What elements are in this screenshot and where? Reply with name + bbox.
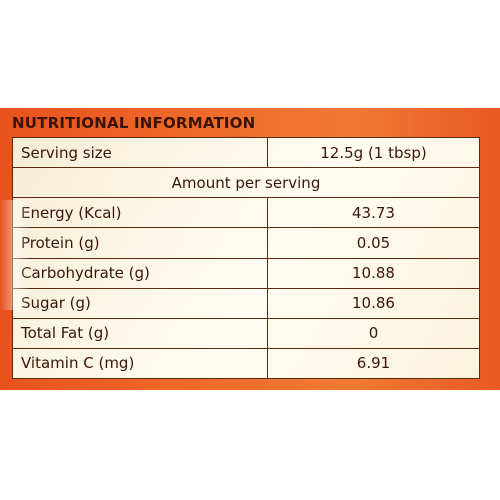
nutrition-table: Serving size 12.5g (1 tbsp) Amount per s… (12, 136, 480, 380)
protein-label: Protein (g) (12, 227, 268, 259)
sugar-label: Sugar (g) (12, 287, 268, 319)
carbohydrate-value: 10.88 (267, 257, 480, 289)
amount-header-row: Amount per serving (12, 167, 480, 199)
table-row: Energy (Kcal) 43.73 (12, 197, 480, 229)
energy-label: Energy (Kcal) (12, 197, 268, 229)
table-row: Sugar (g) 10.86 (12, 287, 480, 319)
serving-row: Serving size 12.5g (1 tbsp) (12, 136, 480, 169)
energy-value: 43.73 (267, 197, 480, 229)
serving-size-value: 12.5g (1 tbsp) (267, 136, 480, 169)
amount-per-serving-header: Amount per serving (12, 167, 480, 199)
table-row: Carbohydrate (g) 10.88 (12, 257, 480, 289)
total-fat-value: 0 (267, 317, 480, 349)
vitamin-c-value: 6.91 (267, 347, 480, 380)
total-fat-label: Total Fat (g) (12, 317, 268, 349)
nutrition-title: NUTRITIONAL INFORMATION (12, 114, 256, 132)
carbohydrate-label: Carbohydrate (g) (12, 257, 268, 289)
serving-size-label: Serving size (12, 136, 268, 169)
vitamin-c-label: Vitamin C (mg) (12, 347, 268, 380)
table-row: Protein (g) 0.05 (12, 227, 480, 259)
table-row: Vitamin C (mg) 6.91 (12, 347, 480, 380)
nutrition-table-container: Serving size 12.5g (1 tbsp) Amount per s… (12, 136, 480, 380)
table-row: Total Fat (g) 0 (12, 317, 480, 349)
protein-value: 0.05 (267, 227, 480, 259)
sugar-value: 10.86 (267, 287, 480, 319)
